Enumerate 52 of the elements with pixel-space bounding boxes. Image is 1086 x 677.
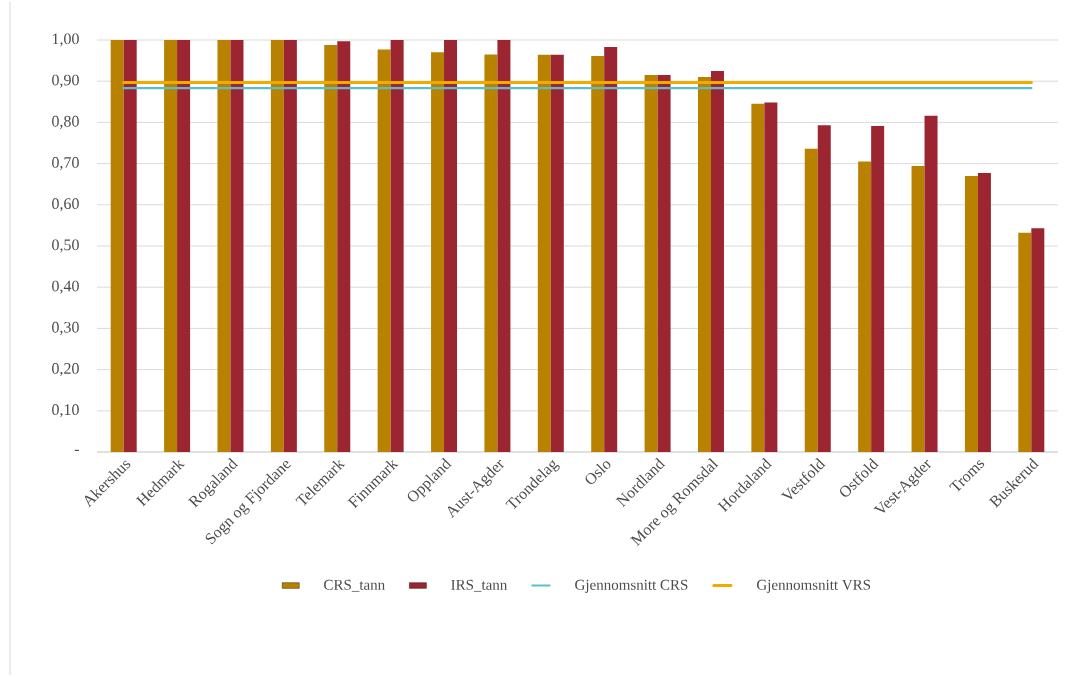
y-tick-label: 0,60: [52, 198, 79, 212]
bar: [657, 75, 671, 452]
bar: [390, 39, 404, 452]
legend-label: IRS_tann: [451, 579, 508, 592]
y-tick-label: 0,70: [52, 157, 79, 171]
bar: [964, 175, 978, 452]
bar: [164, 39, 178, 452]
bar: [377, 49, 391, 452]
bar: [537, 54, 551, 452]
y-tick-label: 0,90: [52, 74, 79, 88]
bar: [871, 126, 885, 452]
bar: [110, 39, 124, 452]
bar: [977, 173, 991, 452]
y-tick-label: 0,80: [52, 115, 79, 129]
bar: [1031, 228, 1045, 452]
bar: [858, 161, 872, 452]
x-tick-label: Oslo: [585, 461, 611, 484]
bar: [764, 102, 778, 452]
y-tick-label: 0,40: [52, 280, 79, 294]
bar: [283, 39, 297, 452]
bar: [431, 52, 445, 452]
bar: [710, 70, 724, 452]
bar: [497, 39, 511, 452]
bar: [591, 56, 605, 452]
y-tick-label: 0,30: [52, 321, 79, 335]
bar: [804, 148, 818, 452]
bar: [751, 103, 765, 452]
bar: [177, 39, 191, 452]
bar: [817, 125, 831, 452]
y-tick-label: 0,20: [52, 363, 79, 377]
bar: [217, 39, 231, 452]
bar: [337, 41, 351, 452]
bar: [1018, 232, 1032, 452]
bar: [123, 39, 137, 452]
bar: [270, 39, 284, 452]
bar: [911, 166, 925, 452]
y-tick-label: 0,10: [52, 404, 79, 418]
bar: [550, 54, 564, 452]
bar: [644, 75, 658, 452]
bar: [604, 47, 618, 452]
bar: [697, 77, 711, 452]
y-tick-label: -: [74, 449, 79, 452]
bar: [230, 39, 244, 452]
legend-label: CRS_tann: [324, 579, 385, 592]
legend-label: Gjennomsnitt CRS: [575, 579, 688, 593]
legend-label: Gjennomsnitt VRS: [757, 579, 871, 593]
y-tick-label: 0,50: [52, 239, 79, 253]
y-tick-label: 1,00: [52, 33, 79, 47]
bar: [444, 39, 458, 452]
bar: [924, 115, 938, 452]
bar: [324, 44, 338, 452]
bar: [484, 54, 498, 452]
